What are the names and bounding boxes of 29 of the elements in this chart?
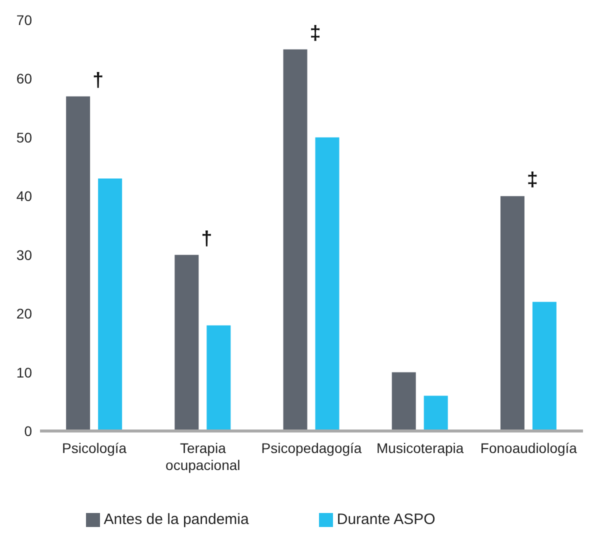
y-tick-label: 40 [16,188,32,204]
bar [500,196,524,431]
y-tick-label: 20 [16,306,32,322]
x-tick-label: Psicopedagogía [261,440,362,456]
data-label: † [201,228,212,250]
bar [424,396,448,431]
data-label: ‡ [310,22,321,44]
x-tick-label: Psicología [62,440,127,456]
y-tick-label: 0 [24,422,32,439]
x-tick-label: Musicoterapia [376,440,464,456]
bar [206,325,231,431]
bar [66,96,90,431]
bar [98,178,122,431]
legend-label: Durante ASPO [336,511,436,528]
bar [174,254,199,431]
bar [315,137,340,431]
x-tick-label: Terapia ocupacional [166,440,240,473]
y-tick-label: 30 [16,246,32,263]
y-tick-label: 50 [16,129,32,146]
bar [283,49,308,431]
bar [392,372,416,431]
data-label: † [92,69,104,92]
bar [532,302,556,431]
y-tick-label: 60 [16,70,32,87]
legend-label: Antes de la pandemia [104,511,249,528]
y-tick-label: 70 [16,12,32,28]
data-label: ‡ [526,169,538,192]
x-tick-label: Fonoaudiología [480,440,578,456]
y-tick-label: 10 [16,364,32,380]
